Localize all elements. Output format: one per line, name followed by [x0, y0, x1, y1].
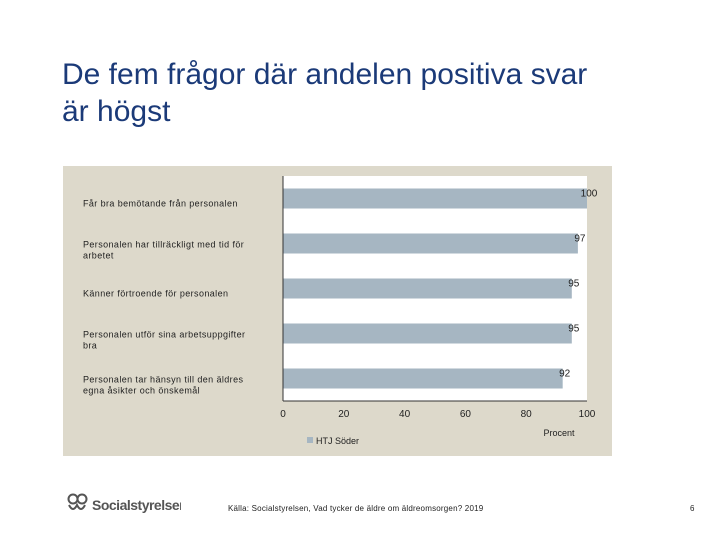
legend-swatch	[307, 437, 313, 443]
x-tick-label: 40	[399, 409, 411, 420]
category-label: Personalen har tillräckligt med tid för a…	[83, 240, 244, 261]
bar	[283, 323, 572, 344]
x-tick-label: 20	[338, 409, 350, 420]
logo-text: Socialstyrelsen	[92, 497, 181, 513]
category-label: Personalen tar hänsyn till den äldres egn…	[83, 375, 243, 396]
data-label: 95	[568, 324, 580, 335]
x-tick-label: 100	[579, 409, 596, 420]
category-label: Personalen utför sina arbetsuppgifter bra	[83, 330, 245, 351]
chart-panel: 100 Får bra bemötande från personalen 97 Pe…	[63, 166, 612, 456]
bar	[283, 233, 578, 254]
x-axis-label: Procent	[543, 428, 575, 438]
data-label: 97	[574, 234, 586, 245]
x-tick-label: 60	[460, 409, 472, 420]
socialstyrelsen-logo: Socialstyrelsen	[66, 490, 188, 516]
page-number: 6	[690, 504, 695, 513]
x-tick-label: 80	[521, 409, 533, 420]
title-line-1: De fem frågor där andelen positiva svar	[62, 58, 588, 91]
bar	[283, 188, 587, 209]
x-tick-label: 0	[280, 409, 286, 420]
bar	[283, 278, 572, 299]
source-note: Källa: Socialstyrelsen, Vad tycker de äl…	[228, 504, 484, 513]
category-label: Känner förtroende för personalen	[83, 289, 228, 299]
title-line-2: är högst	[62, 95, 171, 128]
bar	[283, 368, 563, 389]
legend-label: HTJ Söder	[316, 436, 359, 446]
bar-chart: 100 Får bra bemötande från personalen 97 Pe…	[83, 176, 598, 446]
page-title: De fem frågor där andelen positiva svar …	[62, 56, 702, 130]
data-label: 100	[581, 189, 598, 200]
data-label: 95	[568, 279, 580, 290]
data-label: 92	[559, 369, 571, 380]
logo-icon: Socialstyrelsen	[67, 493, 188, 513]
category-label: Får bra bemötande från personalen	[83, 199, 238, 209]
